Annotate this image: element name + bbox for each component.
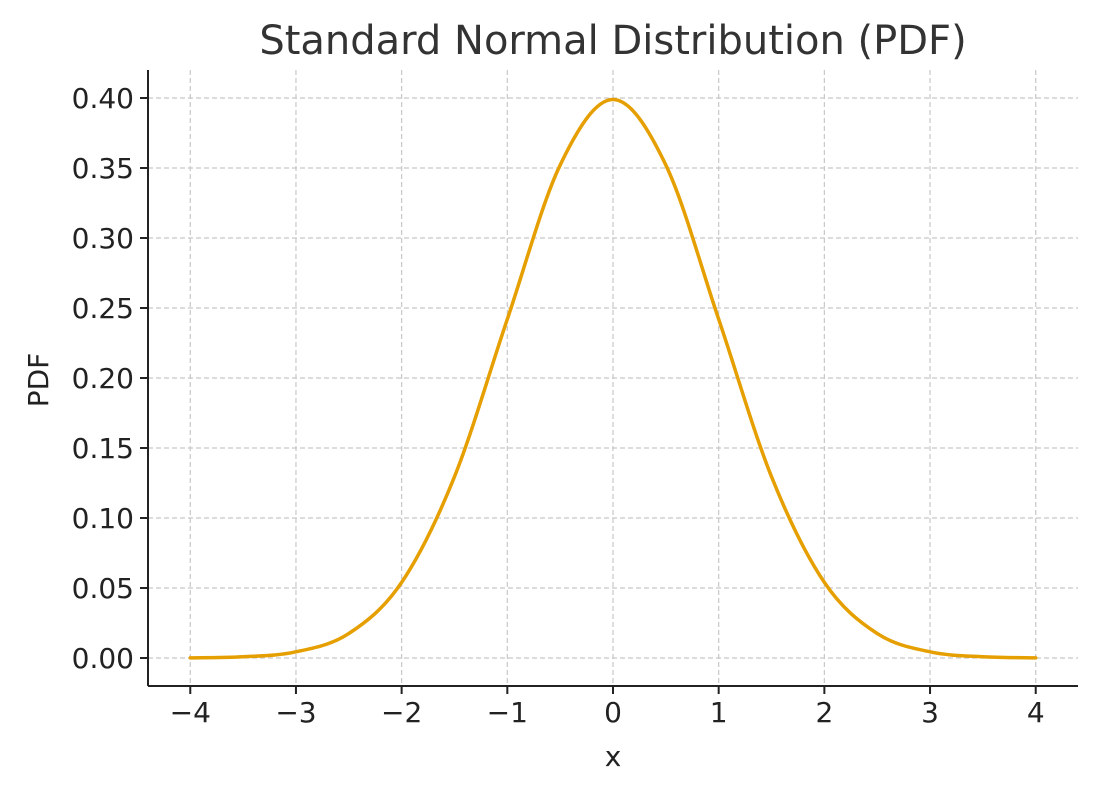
x-tick-label: 3 [921,696,939,729]
y-axis-label: PDF [22,353,55,408]
pdf-curve-line [188,97,1038,660]
series-layer [188,97,1038,660]
y-tick-label: 0.10 [72,502,134,535]
x-tick-label: −3 [275,696,316,729]
y-tick-label: 0.20 [72,362,134,395]
grid-layer [148,70,1078,686]
tick-layer: −4 −3 −2 −1 0 1 2 3 4 0.00 0.05 0.10 0.15 0.20 0.25 0.3… [72,82,1045,729]
y-tick-label: 0.05 [72,572,134,605]
x-tick-label: 0 [604,696,622,729]
x-tick-label: −4 [170,696,211,729]
chart-title: Standard Normal Distribution (PDF) [259,18,966,64]
y-tick-label: 0.15 [72,432,134,465]
x-tick-label: −2 [381,696,422,729]
x-tick-label: 4 [1027,696,1045,729]
y-tick-label: 0.30 [72,222,134,255]
y-tick-label: 0.40 [72,82,134,115]
x-tick-label: 2 [815,696,833,729]
x-tick-label: 1 [710,696,728,729]
x-axis-label: x [605,740,622,773]
x-tick-label: −1 [487,696,528,729]
y-tick-label: 0.35 [72,152,134,185]
y-tick-label: 0.25 [72,292,134,325]
y-tick-label: 0.00 [72,642,134,675]
